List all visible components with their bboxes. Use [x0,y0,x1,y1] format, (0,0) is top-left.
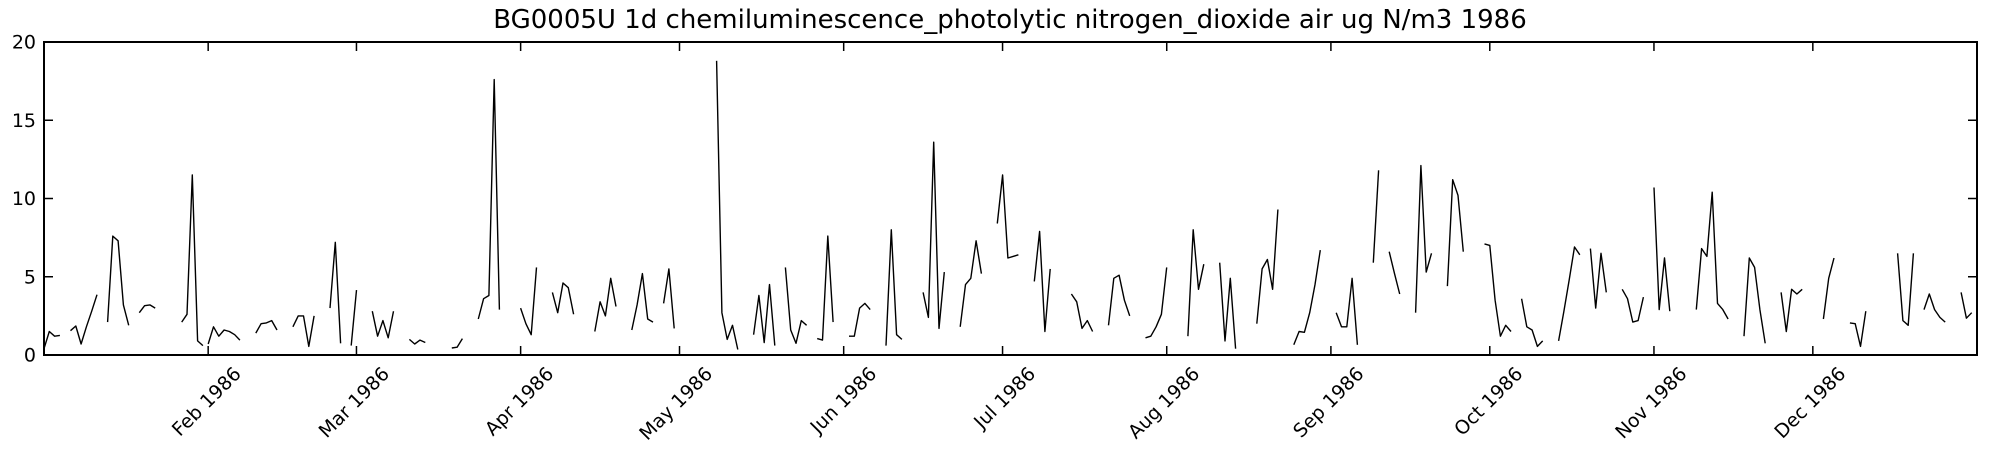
y-tick-label: 20 [12,32,36,54]
data-line-segment [1187,229,1205,337]
x-tick-label: Oct 1986 [1450,363,1527,440]
data-line-segment [138,304,156,314]
data-line-segment [292,315,315,348]
data-line-segment [1107,274,1131,326]
data-line-segment [922,141,945,330]
x-tick-label: Nov 1986 [1611,363,1691,443]
data-line-segment [329,241,342,344]
data-line-segment [1923,293,1946,323]
data-line-segment [207,326,241,345]
data-line-segment [715,60,739,350]
data-line-segment [1388,251,1401,295]
data-line-segment [1372,170,1380,263]
data-line-segment [181,174,204,347]
data-line-segment [885,229,903,346]
chart-title: BG0005U 1d chemiluminescence_photolytic … [493,5,1527,35]
data-line-segment [519,267,538,336]
data-line-segment [106,235,130,326]
data-line-segment [551,282,575,315]
data-line-segment [350,290,358,346]
x-tick-label: Jul 1986 [969,363,1040,434]
data-line-segment [817,235,834,341]
data-line-segment [70,294,98,345]
x-tick-label: Mar 1986 [315,363,394,442]
x-tick-label: Feb 1986 [168,363,246,441]
y-tick-label: 5 [24,266,36,288]
data-line-segment [959,240,983,327]
data-line-segment [996,174,1019,259]
data-series-layer [43,60,1973,350]
data-line-segment [255,319,278,334]
data-line-segment [1621,288,1645,323]
data-line-segment [631,272,654,331]
y-tick-label: 15 [12,110,36,132]
x-tick-label: Aug 1986 [1124,363,1204,443]
data-line-segment [1896,253,1915,326]
data-line-segment [1145,267,1168,339]
data-line-segment [1293,249,1321,346]
data-line-segment [1849,311,1867,348]
data-line-segment [1822,257,1835,320]
data-line-segment [1484,243,1512,337]
data-line-segment [594,277,617,332]
data-line-segment [1780,288,1803,333]
data-line-segment [1653,187,1671,312]
data-line-segment [451,338,463,349]
data-line-segment [1070,293,1094,332]
x-tick-label: Dec 1986 [1770,363,1850,443]
x-tick-label: Apr 1986 [481,363,558,440]
x-tick-label: Sep 1986 [1289,363,1368,442]
data-line-segment [1335,277,1359,345]
x-tick-label: May 1986 [635,363,717,445]
data-line-segment [1557,246,1581,342]
data-line-segment [1520,298,1544,348]
data-line-segment [371,311,395,339]
data-line-segment [849,302,871,337]
data-line-segment [43,330,61,349]
y-tick-label: 10 [12,188,36,210]
data-line-segment [1033,230,1051,333]
data-line-segment [1960,292,1973,319]
axes-layer: 0 5 10 15 20 Feb 1986 Mar 1986 Apr 1986 May 1986… [12,32,1977,445]
data-line-segment [662,268,675,329]
data-line-segment [1695,191,1729,320]
data-line-segment [1414,164,1433,313]
data-line-segment [1219,262,1237,349]
data-line-segment [752,283,776,346]
x-tick-label: Jun 1986 [805,363,881,439]
data-line-segment [477,78,501,320]
data-line-segment [784,267,808,344]
data-line-segment [1743,257,1766,344]
plot-border [43,41,1978,356]
data-line-segment [408,338,426,345]
data-line-segment [1589,248,1607,309]
data-line-segment [1256,209,1279,324]
data-line-segment [1446,178,1464,287]
y-tick-label: 0 [24,345,36,367]
